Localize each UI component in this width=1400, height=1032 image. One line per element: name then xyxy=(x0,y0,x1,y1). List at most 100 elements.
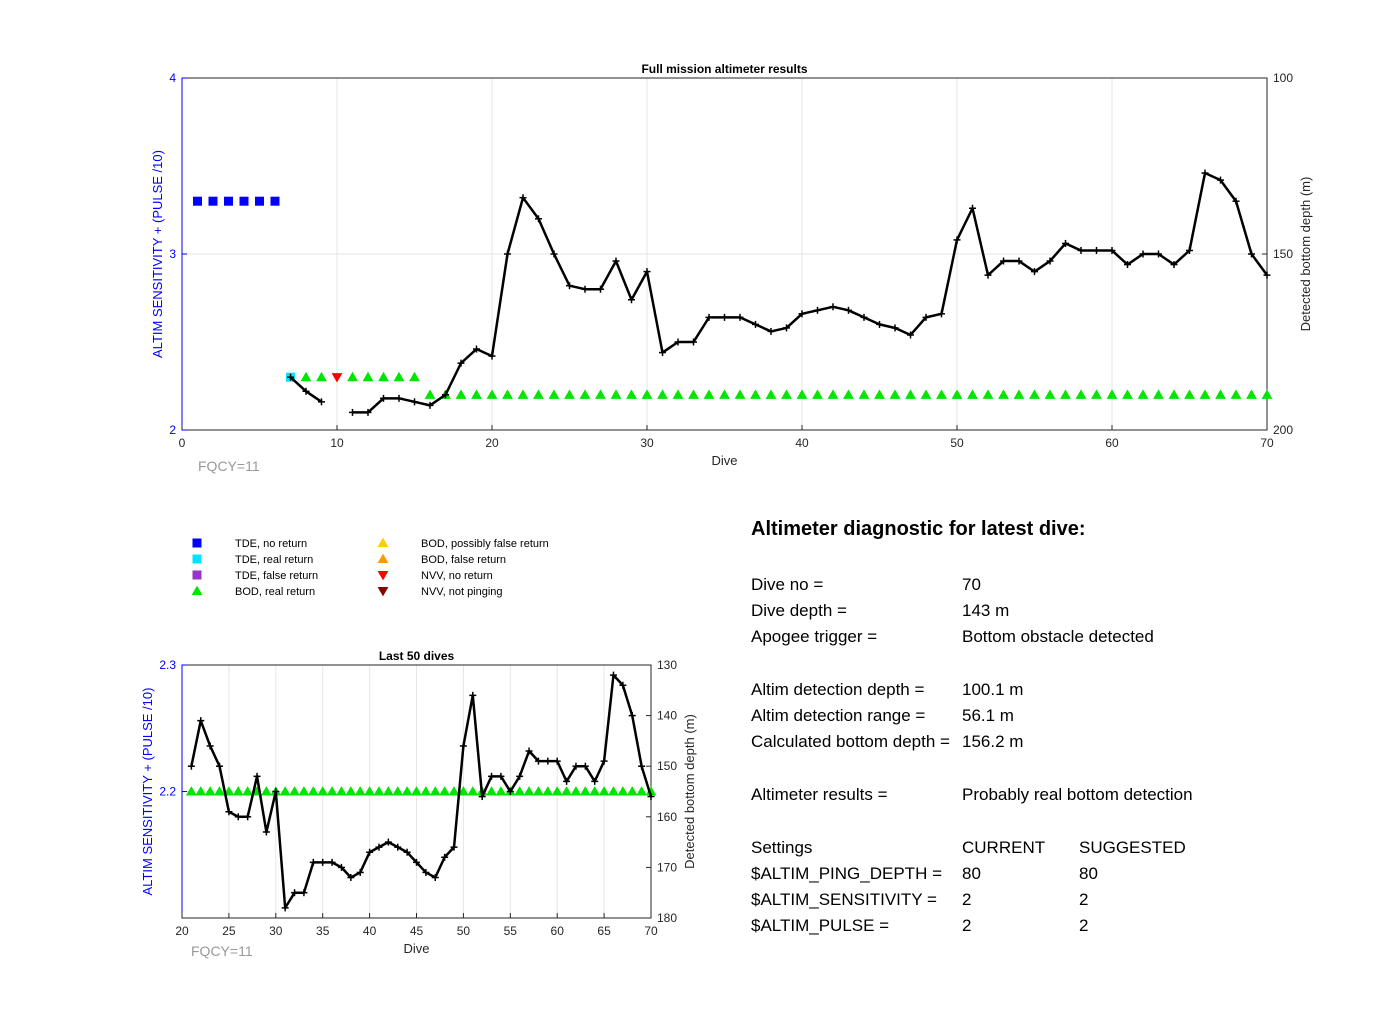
legend-label: BOD, false return xyxy=(421,554,506,566)
data-marker xyxy=(345,786,357,796)
depth-point xyxy=(473,345,480,353)
depth-point xyxy=(411,398,418,406)
depth-point xyxy=(1263,271,1271,279)
data-marker xyxy=(467,786,479,796)
data-marker xyxy=(523,786,535,796)
y-tick-label: 2.3 xyxy=(159,658,176,672)
legend-label: TDE, false return xyxy=(235,570,318,582)
data-marker xyxy=(1060,389,1071,399)
setting-name: $ALTIM_PING_DEPTH = xyxy=(751,864,942,883)
x-tick-label: 25 xyxy=(222,924,236,938)
depth-point xyxy=(953,236,961,244)
depth-point xyxy=(553,757,561,765)
depth-point xyxy=(1108,246,1116,254)
chart-title: Full mission altimeter results xyxy=(641,62,807,76)
data-marker xyxy=(1184,389,1195,399)
depth-point xyxy=(845,306,852,314)
depth-point xyxy=(281,904,289,912)
x-tick-label: 40 xyxy=(795,436,809,450)
depth-point xyxy=(638,762,646,770)
detection-depth-label: Altim detection depth = xyxy=(751,680,925,699)
depth-point xyxy=(1232,197,1240,205)
legend-label: TDE, real return xyxy=(235,554,313,566)
data-marker xyxy=(967,389,978,399)
data-marker xyxy=(195,786,207,796)
depth-point xyxy=(442,391,449,399)
depth-point xyxy=(767,327,775,335)
depth-point xyxy=(504,250,511,258)
data-marker xyxy=(688,389,699,399)
data-marker xyxy=(279,786,291,796)
setting-name: $ALTIM_PULSE = xyxy=(751,916,890,935)
depth-point xyxy=(1139,250,1147,258)
x-tick-label: 30 xyxy=(269,924,283,938)
data-marker xyxy=(514,786,526,796)
depth-point xyxy=(206,742,214,750)
depth-point xyxy=(1031,268,1038,276)
depth-point xyxy=(544,757,552,765)
y-right-tick-label: 150 xyxy=(657,759,677,773)
legend-label: BOD, possibly false return xyxy=(421,538,549,550)
data-marker xyxy=(734,389,746,399)
data-marker xyxy=(750,389,761,399)
data-marker xyxy=(495,786,507,796)
depth-point xyxy=(643,268,651,276)
data-marker xyxy=(224,196,233,206)
depth-point xyxy=(375,843,383,851)
data-marker xyxy=(645,786,657,796)
depth-point xyxy=(1000,257,1007,265)
legend-entry: NVV, not pinging xyxy=(377,586,503,598)
data-marker xyxy=(589,786,601,796)
depth-point xyxy=(690,338,697,346)
data-marker xyxy=(617,786,629,796)
data-marker xyxy=(533,389,544,399)
x-tick-label: 50 xyxy=(457,924,471,938)
depth-point xyxy=(1170,261,1178,269)
legend-marker xyxy=(377,553,389,564)
depth-point xyxy=(969,204,976,212)
legend-marker xyxy=(377,537,389,548)
depth-point xyxy=(674,338,682,346)
legend-entry: TDE, real return xyxy=(192,554,313,566)
depth-point xyxy=(1093,246,1100,254)
data-marker xyxy=(326,786,338,796)
depth-line xyxy=(190,673,653,910)
data-marker xyxy=(1013,389,1025,399)
data-marker xyxy=(843,389,854,399)
data-marker xyxy=(579,389,591,399)
y-right-tick-label: 140 xyxy=(657,709,677,723)
data-marker xyxy=(1246,389,1257,399)
x-axis-label: Dive xyxy=(403,941,429,956)
depth-point xyxy=(291,889,299,897)
data-marker xyxy=(1215,389,1226,399)
data-marker xyxy=(429,786,441,796)
fqcy-annotation: FQCY=11 xyxy=(191,943,253,959)
data-marker xyxy=(936,389,947,399)
depth-point xyxy=(234,813,242,821)
y-tick-label: 4 xyxy=(169,71,176,85)
depth-point xyxy=(309,858,317,866)
depth-point xyxy=(1077,246,1085,254)
x-tick-label: 20 xyxy=(485,436,499,450)
depth-point xyxy=(426,401,434,409)
data-marker xyxy=(261,786,272,796)
x-tick-label: 65 xyxy=(597,924,611,938)
depth-point xyxy=(628,712,636,720)
depth-point xyxy=(591,777,599,785)
data-marker xyxy=(1230,389,1242,399)
y-right-tick-label: 150 xyxy=(1273,247,1293,261)
depth-point xyxy=(752,320,759,328)
current-header: CURRENT xyxy=(962,838,1046,857)
data-marker xyxy=(1153,389,1164,399)
depth-point xyxy=(457,359,465,367)
legend-entry: TDE, no return xyxy=(192,538,307,550)
dive-depth-label: Dive depth = xyxy=(751,601,847,620)
data-marker xyxy=(703,389,715,399)
data-marker xyxy=(561,786,572,796)
data-marker xyxy=(598,786,610,796)
depth-point xyxy=(187,762,195,770)
depth-point xyxy=(302,387,310,395)
data-marker xyxy=(208,196,218,206)
data-marker xyxy=(636,786,648,796)
depth-point xyxy=(488,772,496,780)
